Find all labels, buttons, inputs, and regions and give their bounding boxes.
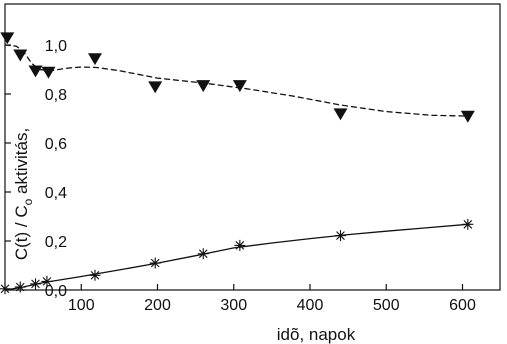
y-tick-label-4: 0,8: [45, 87, 67, 104]
y-tick-label-1: 0,2: [45, 234, 67, 251]
series-1-point-2: [13, 49, 28, 62]
series-layer: [0, 32, 475, 295]
y-axis-ticks: 0,0 0,2 0,4 0,6 0,8 1,0: [5, 38, 67, 300]
x-tick-label-600: 600: [449, 297, 476, 314]
y-axis-title: C(t) / Co aktivitás,: [12, 128, 35, 260]
series-2-point-8: [234, 239, 246, 251]
x-tick-label-200: 200: [144, 297, 171, 314]
y-axis-title-main: C(t) / C: [12, 205, 31, 260]
series-2-fit-line: [4, 223, 469, 291]
series-2-point-2: [14, 281, 26, 293]
series-1-point-5: [87, 53, 102, 66]
y-tick-label-5: 1,0: [45, 38, 67, 55]
series-1-point-6: [148, 81, 163, 94]
series-1-point-3: [28, 65, 43, 78]
series-1-point-1: [0, 32, 15, 45]
y-tick-label-0: 0,0: [45, 283, 67, 300]
series-2-point-9: [335, 230, 346, 242]
x-axis-title: idõ, napok: [277, 325, 356, 344]
y-tick-label-2: 0,4: [45, 185, 67, 202]
series-2-point-5: [89, 269, 101, 281]
x-axis-ticks: 100 200 300 400 500 600: [68, 284, 476, 314]
series-2-point-3: [30, 278, 41, 290]
series-2-point-10: [462, 218, 474, 230]
series-1-point-10: [460, 110, 475, 123]
series-1-point-4: [41, 66, 56, 79]
series-2-point-1: [0, 283, 11, 295]
x-tick-label-300: 300: [220, 297, 247, 314]
series-1-point-7: [196, 80, 211, 93]
x-tick-label-400: 400: [297, 297, 324, 314]
series-2-point-6: [149, 257, 161, 269]
x-tick-label-100: 100: [68, 297, 95, 314]
x-tick-label-500: 500: [373, 297, 400, 314]
series-1-fit-line: [4, 44, 469, 117]
series-1-point-9: [333, 108, 348, 121]
series-1: [0, 32, 475, 123]
y-axis-title-subscript: o: [21, 198, 35, 205]
series-1-point-8: [232, 80, 247, 93]
plot-frame: [4, 3, 501, 291]
y-axis-title-rest: aktivitás,: [12, 128, 31, 199]
series-2: [0, 218, 474, 295]
series-2-point-7: [197, 248, 209, 260]
y-tick-label-3: 0,6: [45, 136, 67, 153]
series-2-point-4: [41, 275, 53, 287]
